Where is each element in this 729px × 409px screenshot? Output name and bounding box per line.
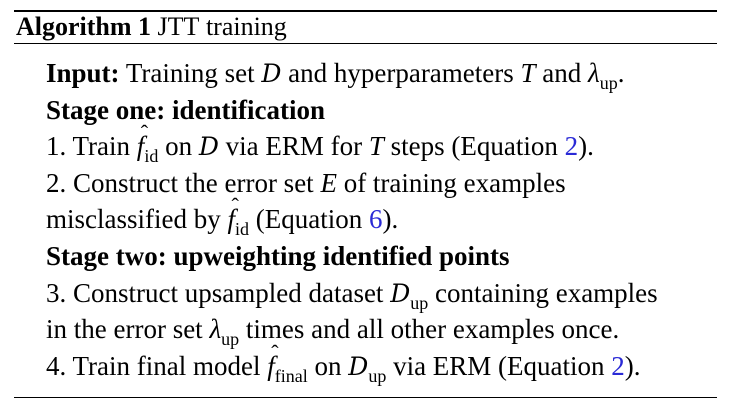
step-4: 4. Train final model ffinal on Dup via E… xyxy=(46,335,726,386)
step-3-line-1: 3. Construct upsampled dataset Dup conta… xyxy=(46,275,726,313)
step-text: ). xyxy=(624,350,641,381)
f-symbol: f xyxy=(227,204,235,235)
dataset-up-symbol: Dup xyxy=(390,278,428,313)
dataset-symbol: D xyxy=(198,132,219,162)
bottom-rule xyxy=(14,397,717,398)
step-text: containing examples xyxy=(434,277,658,308)
step-text: on xyxy=(165,131,193,162)
step-text: via ERM (Equation xyxy=(393,350,605,381)
top-rule xyxy=(14,10,717,12)
step-text: misclassified by xyxy=(46,204,221,235)
stage-two-heading: Stage two: upweighting identified points xyxy=(46,240,510,271)
f-subscript: id xyxy=(235,219,250,240)
dataset-subscript: up xyxy=(368,365,387,386)
step-text: in the error set xyxy=(46,314,203,345)
lambda-subscript: up xyxy=(221,329,240,350)
step-text: (Equation xyxy=(255,204,363,235)
dataset-symbol: D xyxy=(348,351,369,381)
lambda-up-symbol: λup xyxy=(588,58,618,93)
steps-symbol: T xyxy=(368,131,384,162)
step-text: of training examples xyxy=(343,167,566,198)
equation-ref-link[interactable]: 2 xyxy=(611,350,625,381)
input-label: Input: xyxy=(46,58,120,88)
step-text: on xyxy=(314,350,342,381)
step-text: 1. Train xyxy=(46,131,131,162)
input-text: and hyperparameters xyxy=(288,58,514,88)
input-text: and xyxy=(542,58,582,88)
step-text: steps (Equation xyxy=(390,131,558,162)
step-2-line-1: 2. Construct the error set E of training… xyxy=(46,165,726,202)
dataset-symbol: D xyxy=(261,59,282,88)
dataset-subscript: up xyxy=(410,292,429,313)
step-text: times and all other examples once. xyxy=(245,314,620,345)
f-final-symbol: ffinal xyxy=(267,335,308,395)
lambda-symbol: λ xyxy=(588,58,600,88)
dataset-up-symbol: Dup xyxy=(348,351,386,386)
lambda-symbol: λ xyxy=(209,314,222,345)
f-id-symbol: fid xyxy=(137,115,159,175)
equation-ref-link[interactable]: 2 xyxy=(564,131,579,162)
algorithm-label: Algorithm 1 xyxy=(16,12,152,41)
lambda-subscript: up xyxy=(599,73,618,93)
algorithm-title: training xyxy=(205,12,287,41)
step-text: 2. Construct the error set xyxy=(46,167,314,198)
algorithm-body: Input: Training set D and hyperparameter… xyxy=(46,55,726,386)
input-text: Training set xyxy=(125,58,255,88)
f-subscript: id xyxy=(144,146,159,167)
dataset-symbol: D xyxy=(390,278,411,308)
error-set-symbol: E xyxy=(320,167,337,198)
steps-symbol: T xyxy=(520,58,536,88)
header-rule xyxy=(14,43,717,44)
algorithm-header: Algorithm 1 JTT training xyxy=(16,11,287,43)
step-text: ). xyxy=(382,204,399,235)
input-text: . xyxy=(617,58,625,88)
lambda-up-symbol: λup xyxy=(209,314,239,349)
step-2-line-2: misclassified by fid (Equation 6). xyxy=(46,188,726,239)
equation-ref-link[interactable]: 6 xyxy=(369,204,383,235)
step-text: 4. Train final model xyxy=(46,350,261,381)
stage-one-heading: Stage one: identification xyxy=(46,94,325,125)
algorithm-name: JTT xyxy=(157,12,200,41)
f-id-symbol: fid xyxy=(227,188,250,248)
f-symbol: f xyxy=(267,350,275,381)
step-text: ). xyxy=(578,131,594,162)
step-3-line-2: in the error set λup times and all other… xyxy=(46,311,726,349)
step-text: 3. Construct upsampled dataset xyxy=(46,277,384,308)
f-subscript: final xyxy=(274,365,308,386)
input-line: Input: Training set D and hyperparameter… xyxy=(46,55,726,93)
step-text: via ERM for xyxy=(225,131,363,162)
step-1: 1. Train fid on D via ERM for T steps (E… xyxy=(46,115,726,166)
